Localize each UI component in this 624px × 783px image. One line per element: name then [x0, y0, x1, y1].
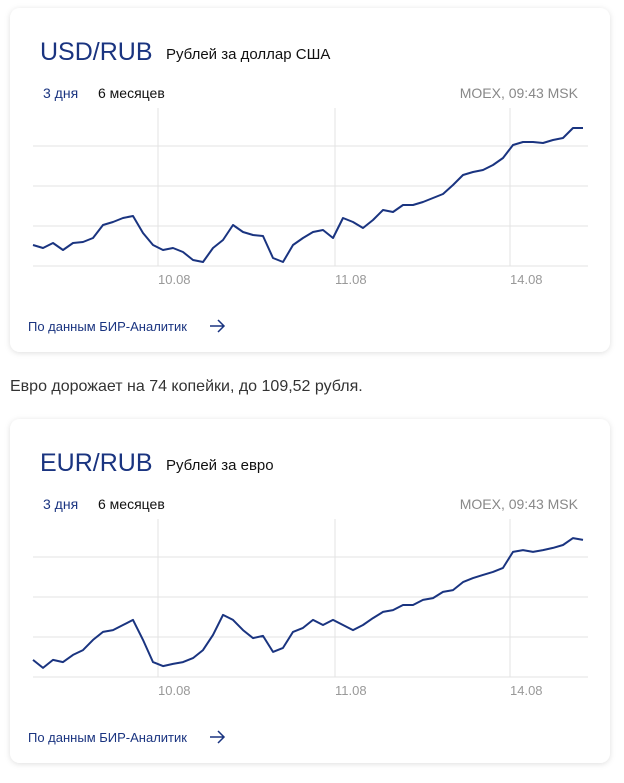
- x-tick-label: 14.08: [510, 272, 543, 287]
- x-tick-label: 10.08: [158, 272, 191, 287]
- paragraph: Евро дорожает на 74 копейки, до 109,52 р…: [10, 378, 363, 395]
- price-line: [32, 537, 584, 669]
- x-tick-label: 11.08: [335, 683, 367, 698]
- tab[interactable]: 3 дня: [43, 85, 78, 101]
- price-line: [32, 127, 583, 263]
- card-title: EUR/RUB: [40, 449, 153, 477]
- source-link[interactable]: По данным БИР-Аналитик: [28, 730, 187, 745]
- source-link[interactable]: По данным БИР-Аналитик: [28, 319, 187, 334]
- tab[interactable]: 3 дня: [43, 496, 78, 512]
- source-time: MOEX, 09:43 MSK: [460, 496, 579, 512]
- chart-card: EUR/RUB Рублей за евро 3 дня 6 месяцев MOEX,…: [10, 419, 610, 763]
- x-tick-label: 11.08: [335, 272, 367, 287]
- card-title: USD/RUB: [40, 38, 153, 66]
- x-tick-label: 14.08: [510, 683, 543, 698]
- tab[interactable]: 6 месяцев: [98, 85, 165, 101]
- x-tick-label: 10.08: [158, 683, 191, 698]
- chart-card: USD/RUB Рублей за доллар США 3 дня 6 месяце…: [10, 8, 610, 352]
- card-subtitle: Рублей за доллар США: [166, 46, 330, 63]
- source-time: MOEX, 09:43 MSK: [460, 85, 579, 101]
- arrow-icon: [210, 730, 226, 744]
- card-subtitle: Рублей за евро: [166, 457, 274, 474]
- tab[interactable]: 6 месяцев: [98, 496, 165, 512]
- arrow-icon: [210, 319, 226, 333]
